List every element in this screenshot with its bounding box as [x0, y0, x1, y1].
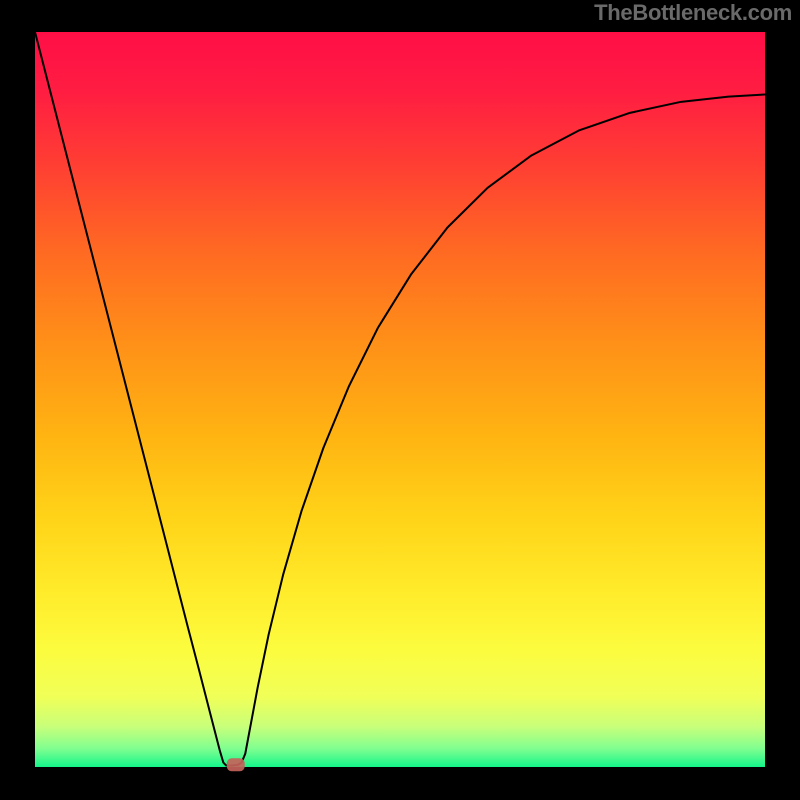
plot-background [35, 32, 765, 767]
optimum-marker [227, 758, 245, 771]
bottleneck-chart [0, 0, 800, 800]
watermark-text: TheBottleneck.com [594, 0, 792, 26]
chart-container: TheBottleneck.com [0, 0, 800, 800]
